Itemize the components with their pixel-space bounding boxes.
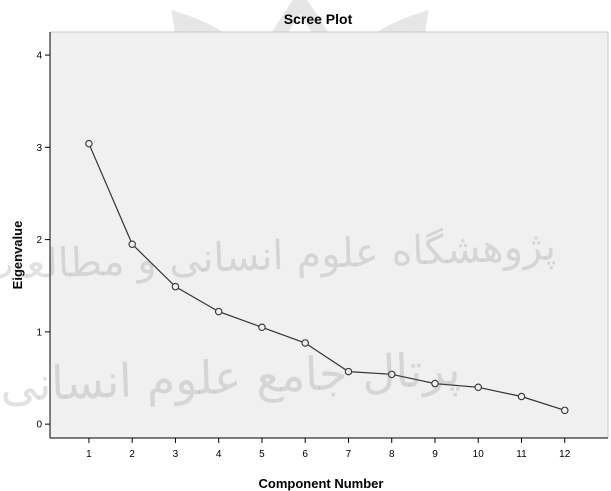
data-point [85,139,93,148]
chart-title: Scree Plot [284,11,353,27]
x-tick-label: 1 [86,449,92,460]
y-tick-label: 1 [36,327,42,338]
y-tick-label: 2 [36,235,42,246]
y-axis-ticks: 0 1 2 3 4 [36,51,50,431]
y-tick-label: 3 [36,143,42,154]
data-point [258,323,266,332]
y-axis-label: Eigenvalue [10,221,25,290]
x-tick-label: 9 [432,449,438,460]
data-point [214,307,223,316]
plot-area [50,32,608,438]
eigenvalue-line [88,143,565,411]
data-point [301,339,309,347]
data-point [344,367,353,376]
x-tick-label: 12 [559,449,571,460]
x-tick-label: 7 [346,449,352,460]
x-tick-label: 5 [259,449,265,460]
x-tick-label: 10 [473,449,485,460]
x-tick-label: 6 [302,449,308,460]
data-point [560,406,569,415]
data-point [517,392,526,401]
data-point [474,383,482,391]
x-axis-ticks: 1 2 3 4 5 6 7 8 9 10 11 12 [86,438,571,460]
x-tick-label: 3 [173,449,179,460]
x-axis-label: Component Number [259,476,384,491]
x-tick-label: 8 [389,449,395,460]
data-point [387,370,396,379]
y-tick-label: 4 [36,51,42,62]
y-tick-label: 0 [36,420,42,431]
data-point [431,379,439,388]
x-tick-label: 4 [216,449,222,460]
x-tick-label: 2 [129,449,135,460]
data-point [171,282,180,291]
eigenvalue-points [85,139,569,415]
data-point [128,240,136,248]
x-tick-label: 11 [516,449,527,460]
